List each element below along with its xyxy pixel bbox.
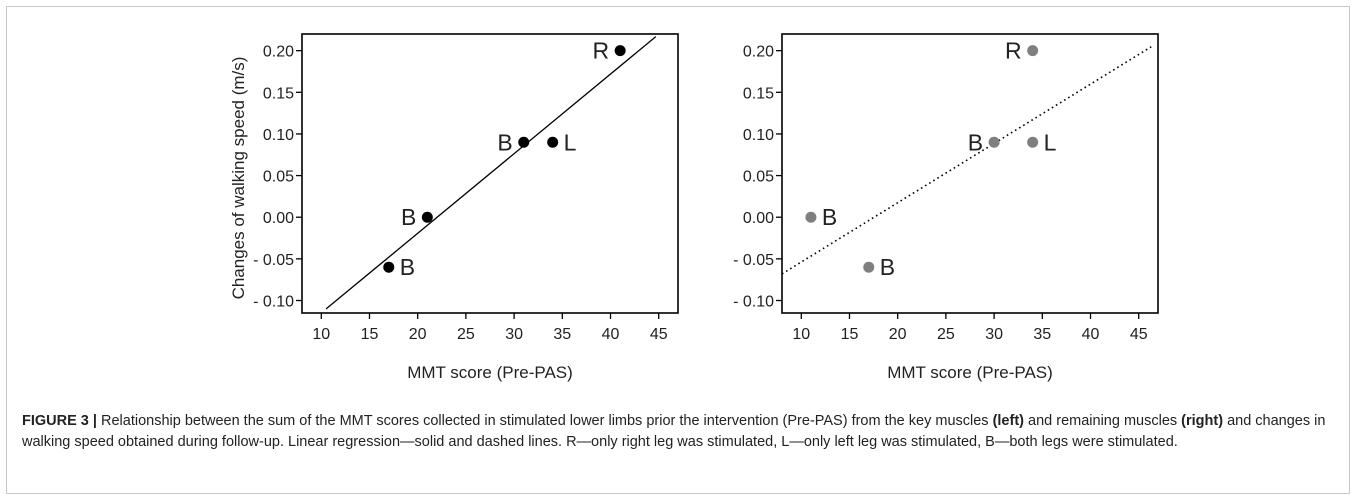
caption-text-1: Relationship between the sum of the MMT … bbox=[96, 413, 993, 429]
x-tick-label: 30 bbox=[505, 326, 523, 343]
point-label: R bbox=[1005, 38, 1022, 64]
caption-text-3: and changes in walking speed obtained du… bbox=[22, 413, 1326, 450]
y-tick-label: 0.00 bbox=[743, 210, 774, 227]
caption-bold-right: (right) bbox=[1181, 413, 1224, 429]
y-tick-label: 0.00 bbox=[263, 210, 294, 227]
x-tick-label: 30 bbox=[985, 326, 1003, 343]
panel-right: MMT score (Pre-PAS) 10 15 20 25 30 35 40 45 0.20… bbox=[733, 33, 1159, 382]
x-tick-label: 35 bbox=[553, 326, 571, 343]
plot-frame-right bbox=[781, 33, 1159, 314]
x-tick-label: 45 bbox=[650, 326, 668, 343]
figure-caption: FIGURE 3 | Relationship between the sum … bbox=[22, 411, 1332, 453]
y-tick-label: - 0.10 bbox=[733, 294, 774, 311]
x-tick-label: 20 bbox=[889, 326, 907, 343]
x-tick-label: 10 bbox=[792, 326, 810, 343]
figure-charts: Changes of walking speed (m/s) MMT score… bbox=[229, 33, 1159, 382]
xlabel-left: MMT score (Pre-PAS) bbox=[407, 363, 573, 382]
y-tick-label: 0.10 bbox=[743, 127, 774, 144]
plot-frame-left bbox=[301, 33, 679, 314]
y-tick-label: 0.15 bbox=[263, 85, 294, 102]
x-tick-label: 45 bbox=[1130, 326, 1148, 343]
data-point bbox=[518, 136, 530, 148]
figure-frame bbox=[6, 6, 1350, 494]
xlabel-right: MMT score (Pre-PAS) bbox=[887, 363, 1053, 382]
x-tick-label: 15 bbox=[841, 326, 859, 343]
ylabel-left: Changes of walking speed (m/s) bbox=[229, 57, 248, 300]
point-label: B bbox=[880, 254, 895, 280]
data-point bbox=[547, 136, 559, 148]
point-label: L bbox=[564, 129, 577, 155]
y-tick-label: 0.20 bbox=[263, 44, 294, 61]
data-point bbox=[1027, 136, 1039, 148]
panel-left: Changes of walking speed (m/s) MMT score… bbox=[229, 33, 679, 382]
data-point bbox=[805, 211, 817, 223]
x-tick-label: 25 bbox=[457, 326, 475, 343]
regression-line bbox=[781, 46, 1152, 275]
y-tick-label: 0.05 bbox=[263, 169, 294, 186]
y-tick-label: 0.20 bbox=[743, 44, 774, 61]
data-point bbox=[1027, 45, 1039, 57]
y-tick-label: 0.15 bbox=[743, 85, 774, 102]
y-tick-label: - 0.05 bbox=[733, 252, 774, 269]
x-tick-label: 35 bbox=[1033, 326, 1051, 343]
y-tick-label: - 0.05 bbox=[253, 252, 294, 269]
caption-bold-left: (left) bbox=[992, 413, 1024, 429]
y-tick-label: 0.10 bbox=[263, 127, 294, 144]
point-label: B bbox=[968, 129, 983, 155]
x-tick-label: 40 bbox=[602, 326, 620, 343]
figure-label: FIGURE 3 | bbox=[22, 413, 97, 429]
data-point bbox=[988, 136, 1000, 148]
y-tick-label: - 0.10 bbox=[253, 294, 294, 311]
point-label: B bbox=[400, 254, 415, 280]
x-tick-label: 20 bbox=[409, 326, 427, 343]
data-point bbox=[614, 45, 626, 57]
data-point bbox=[863, 261, 875, 273]
point-label: B bbox=[822, 204, 837, 230]
y-tick-label: 0.05 bbox=[743, 169, 774, 186]
x-tick-label: 15 bbox=[361, 326, 379, 343]
x-tick-label: 10 bbox=[312, 326, 330, 343]
regression-line bbox=[325, 36, 657, 310]
caption-text-2: and remaining muscles bbox=[1024, 413, 1182, 429]
x-tick-label: 25 bbox=[937, 326, 955, 343]
data-point bbox=[421, 211, 433, 223]
point-label: L bbox=[1044, 129, 1057, 155]
point-label: B bbox=[401, 204, 416, 230]
data-point bbox=[383, 261, 395, 273]
point-label: B bbox=[497, 129, 512, 155]
point-label: R bbox=[593, 38, 610, 64]
x-tick-label: 40 bbox=[1082, 326, 1100, 343]
